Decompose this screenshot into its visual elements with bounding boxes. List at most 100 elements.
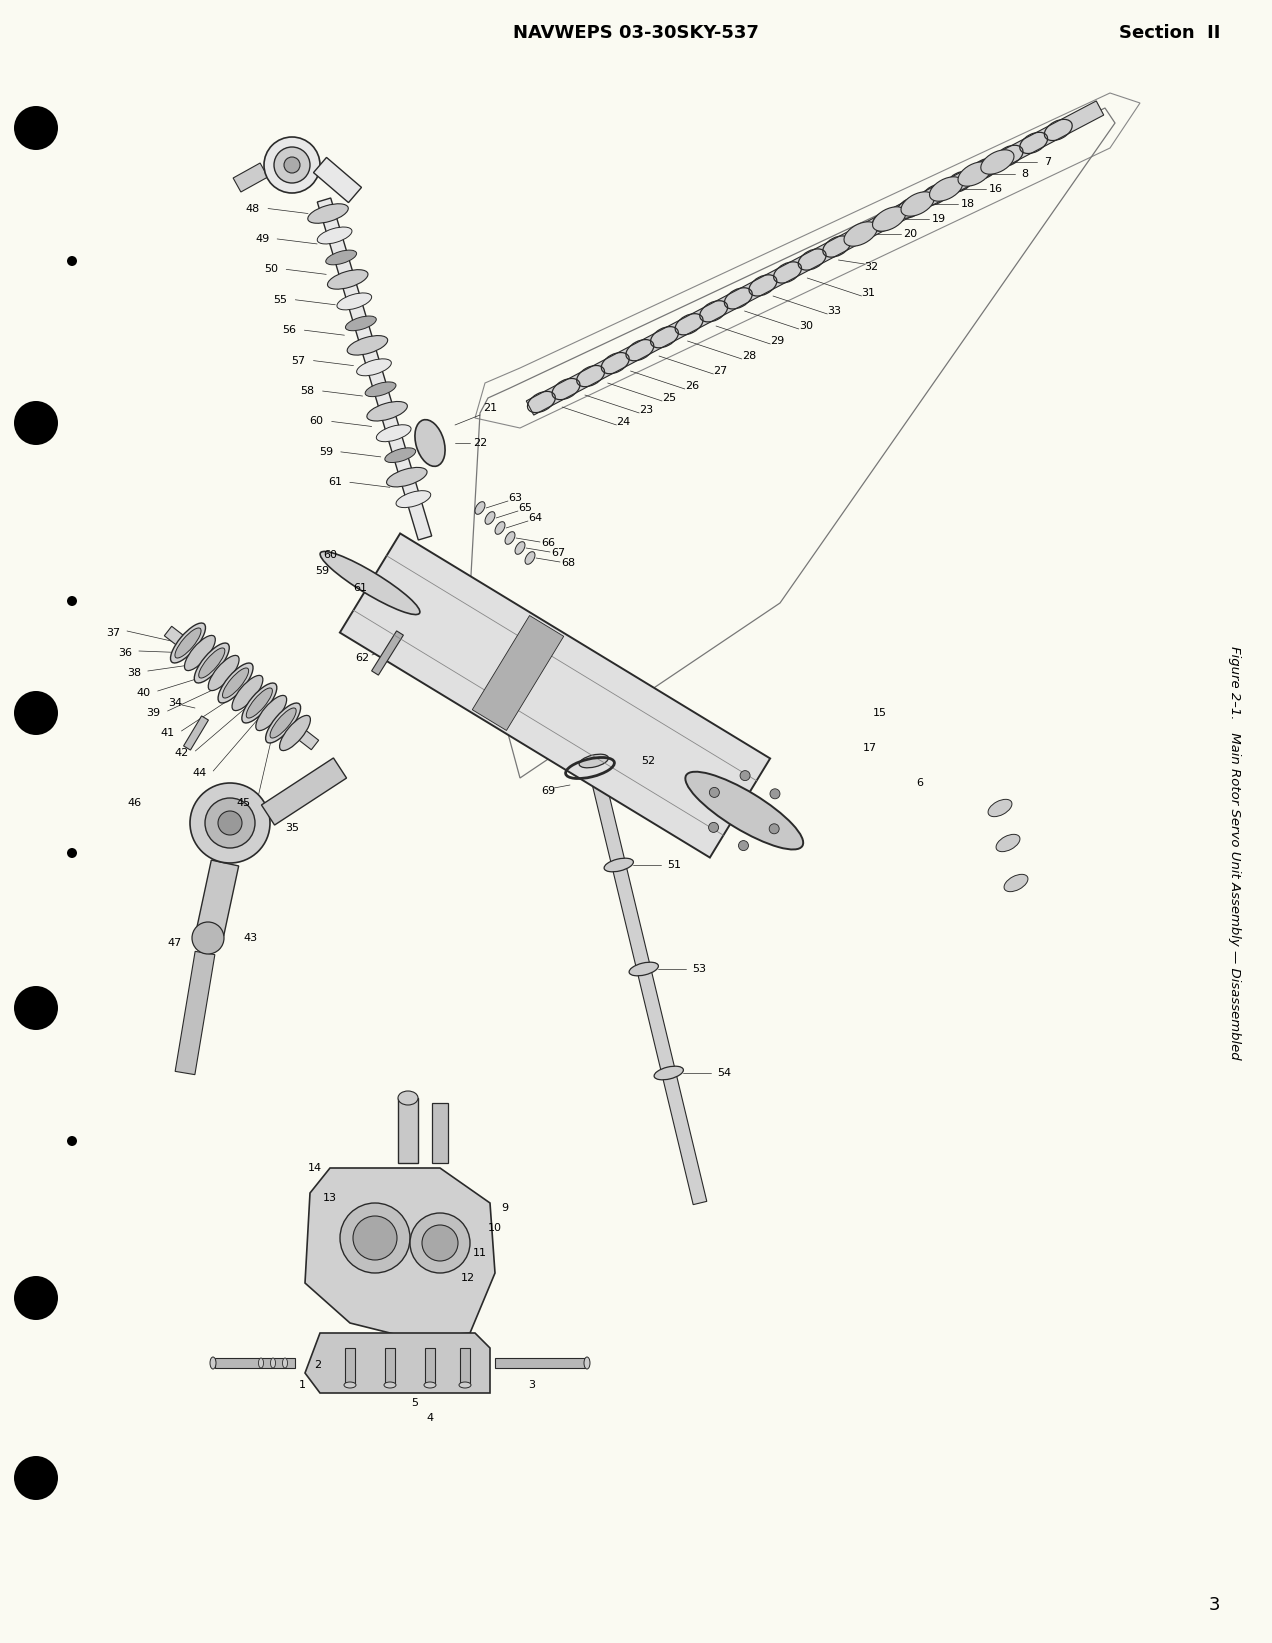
Circle shape: [14, 107, 59, 150]
Text: 60: 60: [323, 550, 337, 560]
Ellipse shape: [873, 207, 906, 232]
Ellipse shape: [270, 708, 296, 738]
Ellipse shape: [327, 269, 368, 289]
Circle shape: [709, 823, 719, 833]
Text: 46: 46: [128, 798, 142, 808]
Text: 42: 42: [174, 748, 188, 757]
Polygon shape: [262, 757, 346, 825]
Text: 48: 48: [245, 204, 261, 214]
Text: 23: 23: [639, 404, 654, 416]
Ellipse shape: [258, 1359, 263, 1369]
Text: 33: 33: [827, 306, 841, 315]
Circle shape: [14, 986, 59, 1030]
Ellipse shape: [958, 161, 991, 186]
Text: 57: 57: [291, 355, 305, 366]
Ellipse shape: [326, 250, 356, 265]
Circle shape: [710, 787, 720, 797]
Ellipse shape: [346, 315, 377, 330]
Ellipse shape: [317, 227, 352, 243]
Polygon shape: [385, 1347, 396, 1383]
Polygon shape: [317, 199, 431, 541]
Circle shape: [354, 1216, 397, 1260]
Circle shape: [273, 146, 310, 182]
Ellipse shape: [415, 419, 445, 467]
Ellipse shape: [654, 1066, 683, 1079]
Ellipse shape: [981, 150, 1014, 174]
Ellipse shape: [584, 1357, 590, 1369]
Ellipse shape: [209, 656, 239, 690]
Ellipse shape: [459, 1382, 471, 1388]
Text: 52: 52: [641, 756, 656, 766]
Text: 3: 3: [1208, 1595, 1220, 1613]
Text: 61: 61: [354, 583, 368, 593]
Ellipse shape: [308, 204, 349, 223]
Text: 40: 40: [136, 688, 150, 698]
Text: 13: 13: [323, 1193, 337, 1203]
Polygon shape: [460, 1347, 469, 1383]
Text: 31: 31: [861, 288, 875, 297]
Ellipse shape: [474, 501, 485, 514]
Text: 30: 30: [799, 320, 813, 330]
Text: 45: 45: [237, 798, 251, 808]
Text: 29: 29: [770, 335, 785, 347]
Ellipse shape: [424, 1382, 436, 1388]
Circle shape: [284, 158, 300, 173]
Text: 67: 67: [551, 549, 565, 559]
Text: 7: 7: [1044, 158, 1051, 168]
Text: Figure 2–1.   Main Rotor Servo Unit Assembly — Disassembled: Figure 2–1. Main Rotor Servo Unit Assemb…: [1229, 646, 1241, 1060]
Ellipse shape: [384, 1382, 396, 1388]
Text: 59: 59: [319, 447, 333, 457]
Text: 27: 27: [714, 366, 728, 376]
Ellipse shape: [256, 695, 286, 731]
Text: 36: 36: [118, 647, 132, 657]
Text: 44: 44: [192, 767, 206, 779]
Ellipse shape: [198, 647, 225, 679]
Text: 38: 38: [127, 669, 141, 679]
Ellipse shape: [347, 335, 388, 355]
Polygon shape: [569, 682, 707, 1204]
Text: 56: 56: [282, 325, 296, 335]
Text: 9: 9: [501, 1203, 509, 1213]
Ellipse shape: [525, 552, 536, 564]
Text: 14: 14: [308, 1163, 322, 1173]
Text: 12: 12: [460, 1273, 474, 1283]
Ellipse shape: [210, 1357, 216, 1369]
Polygon shape: [432, 1102, 448, 1163]
Text: 54: 54: [716, 1068, 731, 1078]
Text: 21: 21: [483, 403, 497, 412]
Ellipse shape: [485, 511, 495, 524]
Text: 28: 28: [742, 352, 756, 361]
Ellipse shape: [337, 292, 371, 311]
Text: 6: 6: [917, 779, 923, 789]
Circle shape: [218, 812, 242, 835]
Circle shape: [205, 798, 254, 848]
Text: 50: 50: [265, 265, 279, 274]
Polygon shape: [527, 100, 1104, 416]
Text: 15: 15: [873, 708, 887, 718]
Ellipse shape: [232, 675, 263, 711]
Text: 53: 53: [692, 964, 706, 974]
Polygon shape: [305, 1332, 490, 1393]
Text: NAVWEPS 03-30SKY-537: NAVWEPS 03-30SKY-537: [513, 25, 759, 43]
Text: 59: 59: [315, 565, 329, 577]
Polygon shape: [305, 1168, 495, 1337]
Ellipse shape: [282, 1359, 287, 1369]
Ellipse shape: [1004, 874, 1028, 892]
Polygon shape: [196, 859, 239, 937]
Text: 16: 16: [990, 184, 1004, 194]
Text: 5: 5: [412, 1398, 418, 1408]
Text: 3: 3: [528, 1380, 536, 1390]
Text: Section  II: Section II: [1118, 25, 1220, 43]
Ellipse shape: [176, 628, 201, 659]
Ellipse shape: [356, 358, 392, 376]
Polygon shape: [340, 534, 770, 858]
Ellipse shape: [686, 772, 803, 849]
Circle shape: [67, 256, 78, 266]
Polygon shape: [215, 1359, 295, 1369]
Text: 35: 35: [285, 823, 299, 833]
Ellipse shape: [630, 963, 659, 976]
Text: 61: 61: [328, 478, 342, 488]
Text: 25: 25: [661, 393, 675, 403]
Polygon shape: [371, 631, 403, 675]
Ellipse shape: [505, 532, 515, 544]
